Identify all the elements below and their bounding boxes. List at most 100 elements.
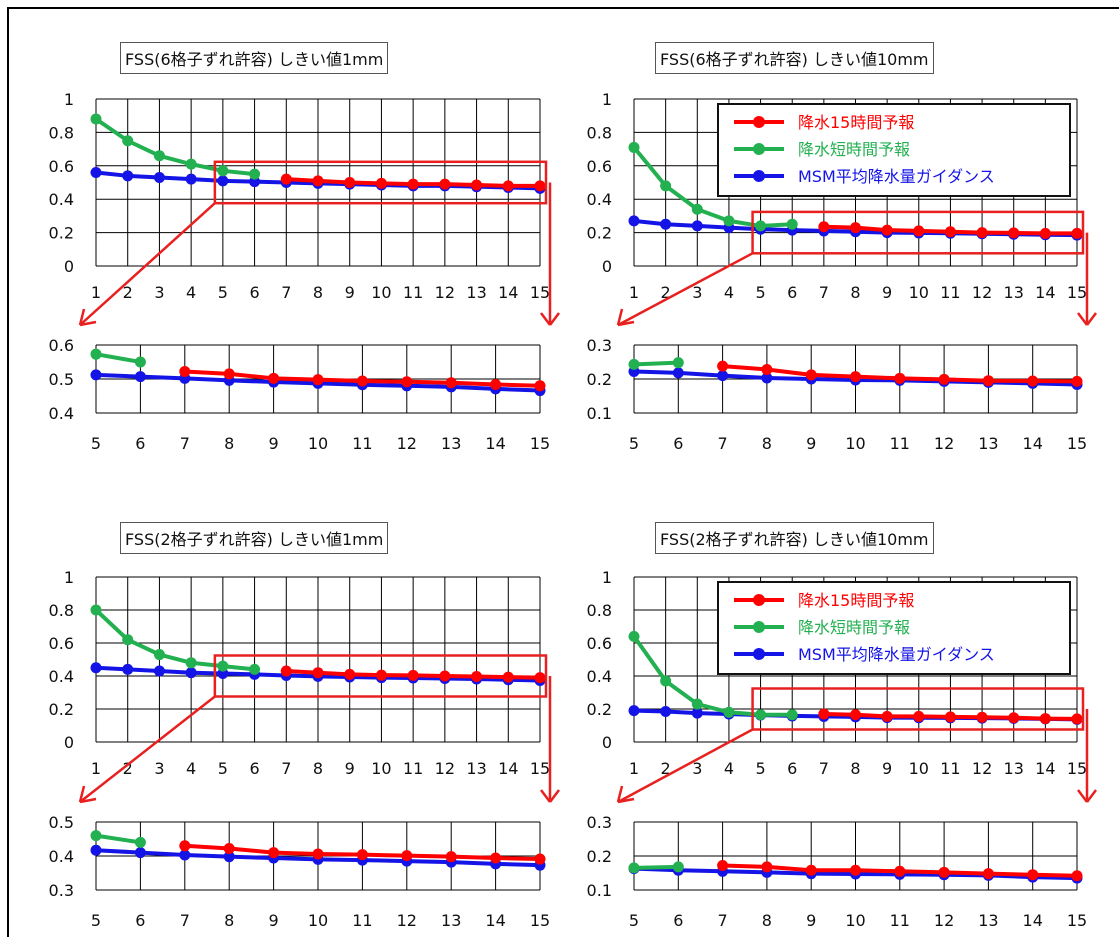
zoom-point-2-green-1 (134, 836, 146, 848)
zoom-ytick-1-0: 0.1 (587, 404, 612, 423)
main-point-1-red-2 (881, 224, 893, 236)
main-point-2-blue-1 (122, 663, 134, 675)
zoom-point-3-red-1 (761, 861, 773, 873)
main-point-1-green-1 (660, 180, 672, 192)
main-plot-1: 00.20.40.60.811 2 3 4 5 6 7 8 9 10 11 12 13 14 15 (587, 90, 1088, 302)
main-ytick-0-4: 0.8 (49, 123, 74, 142)
main-xtick-3-3: 4 (724, 759, 734, 778)
zoom-ytick-0-1: 0.5 (49, 370, 74, 389)
main-point-0-red-3 (375, 177, 387, 189)
zoom-point-3-green-0 (628, 862, 640, 874)
main-point-0-blue-5 (249, 176, 261, 188)
chart-title-fss6-10mm: FSS(6格子ずれ許容) しきい値10mm (655, 42, 934, 74)
main-xtick-0-0: 1 (91, 283, 101, 302)
main-point-1-green-0 (628, 141, 640, 153)
main-point-3-green-2 (691, 698, 703, 710)
zoom-series-line-0-green (95, 352, 141, 364)
main-xtick-2-13: 14 (498, 759, 518, 778)
zoom-xtick-1-8: 13 (978, 434, 998, 453)
main-point-2-blue-0 (90, 662, 102, 674)
zoom-xtick-1-2: 7 (718, 434, 728, 453)
zoom-point-1-red-4 (894, 372, 906, 384)
main-ytick-0-3: 0.6 (49, 157, 74, 176)
zoom-xtick-0-2: 7 (180, 434, 190, 453)
chart-title-fss6-1mm: FSS(6格子ずれ許容) しきい値1mm (120, 42, 389, 74)
main-point-0-green-4 (217, 165, 229, 177)
zoom-arrowhead-right-0 (540, 312, 560, 326)
zoom-xtick-1-6: 11 (890, 434, 910, 453)
chart-title-fss2-1mm: FSS(2格子ずれ許容) しきい値1mm (120, 522, 389, 554)
main-xtick-1-14: 15 (1067, 283, 1087, 302)
zoom-marker-2 (78, 654, 560, 804)
zoom-xtick-0-8: 13 (441, 434, 461, 453)
main-ytick-2-1: 0.2 (49, 700, 74, 719)
zoom-point-0-green-0 (90, 348, 102, 360)
zoom-xtick-1-1: 6 (673, 434, 683, 453)
zoom-xtick-3-0: 5 (629, 911, 639, 930)
main-point-0-red-5 (439, 178, 451, 190)
zoom-point-2-blue-3 (223, 851, 235, 863)
zoom-series-line-3-green (633, 864, 679, 870)
main-ytick-2-4: 0.8 (49, 601, 74, 620)
zoom-xtick-2-9: 14 (485, 911, 505, 930)
zoom-point-0-red-2 (268, 372, 280, 384)
zoom-arrowhead-left-0 (78, 308, 97, 327)
main-point-2-red-6 (471, 670, 483, 682)
main-xtick-0-12: 13 (466, 283, 486, 302)
main-xtick-2-0: 1 (91, 759, 101, 778)
zoom-xtick-2-3: 8 (224, 911, 234, 930)
zoom-xtick-3-10: 15 (1067, 911, 1087, 930)
main-xtick-0-11: 12 (435, 283, 455, 302)
zoom-marker-0 (78, 160, 560, 327)
zoom-rect-0 (213, 160, 548, 205)
zoom-point-1-blue-3 (761, 372, 773, 384)
main-point-1-green-5 (786, 218, 798, 230)
zoom-point-2-blue-2 (179, 849, 191, 861)
main-ytick-3-3: 0.6 (587, 634, 612, 653)
zoom-xtick-2-6: 11 (352, 911, 372, 930)
main-point-1-green-2 (691, 203, 703, 215)
zoom-rect-3 (751, 687, 1085, 731)
main-xtick-0-9: 10 (371, 283, 391, 302)
main-xtick-1-4: 5 (755, 283, 765, 302)
main-point-1-red-7 (1039, 227, 1051, 239)
chart-title-fss2-10mm: FSS(2格子ずれ許容) しきい値10mm (655, 522, 934, 554)
main-xtick-3-7: 8 (850, 759, 860, 778)
main-point-0-red-4 (407, 178, 419, 190)
zoom-ytick-0-2: 0.6 (49, 336, 74, 355)
main-xtick-1-13: 14 (1035, 283, 1055, 302)
zoom-point-3-red-8 (1071, 870, 1083, 882)
main-point-0-blue-1 (122, 170, 134, 182)
main-point-2-red-4 (407, 669, 419, 681)
zoom-xtick-2-10: 15 (530, 911, 550, 930)
zoom-ytick-2-0: 0.3 (49, 881, 74, 900)
zoom-xtick-2-2: 7 (180, 911, 190, 930)
main-ytick-1-3: 0.6 (587, 157, 612, 176)
zoom-point-1-red-5 (938, 373, 950, 385)
zoom-xtick-3-2: 7 (718, 911, 728, 930)
zoom-point-3-red-7 (1027, 869, 1039, 881)
zoom-xtick-2-0: 5 (91, 911, 101, 930)
legend-marker-1-0 (753, 116, 765, 128)
main-point-0-red-1 (312, 175, 324, 187)
main-xtick-1-9: 10 (909, 283, 929, 302)
zoom-xtick-2-1: 6 (135, 911, 145, 930)
zoom-arrow-left-3 (617, 728, 754, 804)
zoom-point-1-red-7 (1027, 375, 1039, 387)
zoom-xtick-3-5: 10 (845, 911, 865, 930)
main-xtick-0-6: 7 (281, 283, 291, 302)
main-point-0-red-0 (280, 173, 292, 185)
zoom-xtick-1-10: 15 (1067, 434, 1087, 453)
main-point-1-red-4 (944, 226, 956, 238)
legend-marker-3-2 (753, 648, 765, 660)
main-point-0-red-8 (534, 180, 546, 192)
main-point-3-blue-1 (660, 705, 672, 717)
main-xtick-2-6: 7 (281, 759, 291, 778)
main-xtick-3-0: 1 (629, 759, 639, 778)
zoom-xtick-2-7: 12 (397, 911, 417, 930)
main-xtick-0-5: 6 (249, 283, 259, 302)
main-xtick-3-8: 9 (882, 759, 892, 778)
zoom-point-0-red-4 (356, 375, 368, 387)
